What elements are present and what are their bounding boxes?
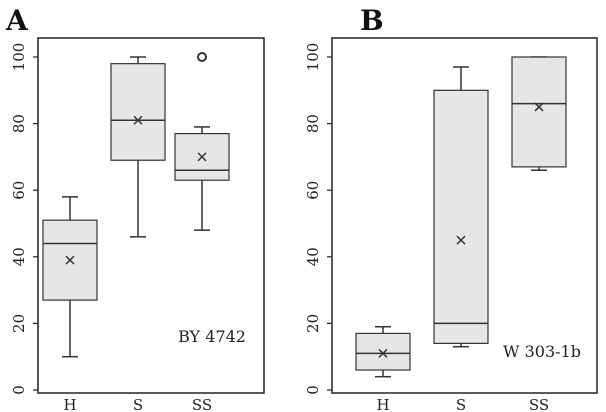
- mean-marker: [197, 152, 207, 162]
- strain-annotation: BY 4742: [178, 327, 246, 346]
- y-tick-label: 0: [304, 385, 322, 395]
- y-tick-label: 80: [304, 114, 322, 133]
- box-s: [433, 89, 489, 344]
- y-tick-label: 80: [10, 114, 28, 133]
- x-category-label: S: [456, 396, 466, 412]
- mean-marker: [65, 255, 75, 265]
- y-tick-label: 20: [10, 314, 28, 333]
- outlier-point: [197, 52, 207, 62]
- y-tick-label: 40: [304, 247, 322, 266]
- plot-frame: [331, 37, 598, 394]
- y-tick-label: 100: [10, 43, 28, 72]
- box-h: [355, 332, 411, 371]
- panel-label: A: [5, 4, 29, 37]
- x-category-label: S: [133, 396, 143, 412]
- mean-marker: [378, 348, 388, 358]
- mean-marker: [133, 115, 143, 125]
- plot-frame: [37, 37, 265, 394]
- x-category-label: SS: [192, 396, 212, 412]
- y-tick-label: 0: [10, 385, 28, 395]
- box-ss: [511, 56, 567, 168]
- x-category-label: H: [63, 396, 76, 412]
- mean-marker: [534, 102, 544, 112]
- x-category-label: H: [376, 396, 389, 412]
- y-tick-label: 40: [10, 247, 28, 266]
- y-tick-label: 20: [304, 314, 322, 333]
- box-s: [110, 63, 166, 161]
- mean-marker: [456, 235, 466, 245]
- y-tick-label: 60: [304, 181, 322, 200]
- y-tick-label: 100: [304, 43, 322, 72]
- strain-annotation: W 303-1b: [503, 342, 581, 361]
- panel-label: B: [360, 4, 384, 37]
- y-tick-label: 60: [10, 181, 28, 200]
- x-category-label: SS: [529, 396, 549, 412]
